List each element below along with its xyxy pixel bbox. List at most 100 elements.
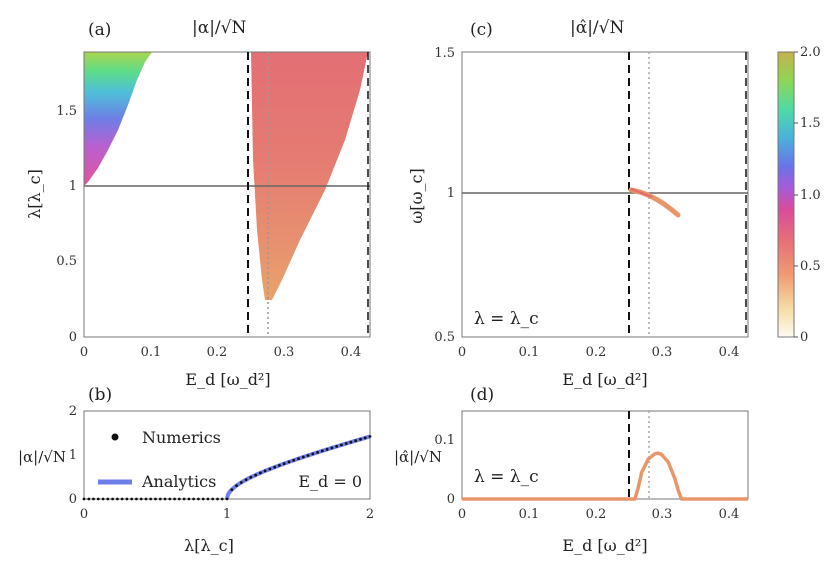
colorbar-tick: 1.5 [800,116,821,131]
y-tick: 1.5 [434,46,455,61]
y-tick: 0 [69,330,77,345]
legend-marker-numerics [111,433,119,441]
numerics-point [287,460,291,464]
panel-c-annotation: λ = λ_c [474,309,539,329]
y-tick: 0 [447,492,455,507]
panel-a-frame [83,51,371,338]
numerics-point [92,497,95,501]
numerics-point [273,465,277,469]
numerics-point [120,497,124,501]
numerics-point [278,464,281,467]
panel-b-xticks: 0 1 2 [80,507,374,522]
numerics-point [111,497,114,501]
numerics-point [254,473,257,477]
panel-a-title: |α|/√N [192,18,246,38]
numerics-point [244,478,248,482]
numerics-point [182,497,186,501]
numerics-point [354,439,358,443]
y-tick: 2 [69,404,77,419]
y-tick: 1.5 [56,104,77,119]
numerics-point [192,497,196,501]
y-tick: 1 [447,186,455,201]
panel-a-xlabel: E_d [ω_d²] [185,370,270,389]
numerics-point [149,497,153,501]
x-tick: 0.4 [341,345,362,360]
x-tick: 0.2 [207,345,228,360]
numerics-point [344,442,348,445]
numerics-point [187,497,191,501]
panel-d: (d) λ = λ_c 0 0.1 0.2 0.3 0.4 0 0.1 E_d … [394,385,749,555]
numerics-point [163,497,167,501]
x-tick: 0.2 [586,507,607,522]
panel-c-yticks: 0.5 1 1.5 [434,46,455,345]
x-tick: 0.1 [519,507,540,522]
legend-label-analytics: Analytics [141,472,216,491]
numerics-point [158,497,162,501]
response-curve [462,451,748,501]
y-tick: 0.1 [434,433,455,448]
numerics-point [363,436,367,440]
frequency-trace-core [630,188,653,198]
numerics-point [249,475,253,479]
numerics-point [230,488,234,491]
y-tick: 0.5 [56,254,77,269]
colorbar: 0 0.5 1.0 1.5 2.0 [777,45,821,345]
panel-b-yticks: 0 1 2 [69,404,77,507]
numerics-point [311,452,315,456]
x-tick: 0 [80,345,88,360]
x-tick: 0.2 [586,345,607,360]
colorbar-tick: 1.0 [800,188,821,203]
numerics-point [225,497,229,501]
numerics-point [220,497,224,501]
panel-c-frame [461,51,749,338]
x-tick: 0.1 [519,345,540,360]
numerics-point [116,497,119,501]
numerics-point [282,462,286,465]
panel-c: (c) |α̂|/√N λ = λ_c 0 0.1 0.2 0.3 0.4 0.… [407,18,749,389]
numerics-point [263,469,267,473]
numerics-point [96,497,100,501]
x-tick: 2 [366,507,374,522]
panel-label-c: (c) [470,20,493,40]
numerics-point [239,481,243,484]
panel-c-xlabel: E_d [ω_d²] [562,370,647,389]
legend-label-numerics: Numerics [142,428,221,447]
x-tick: 0 [80,507,88,522]
numerics-point [268,467,272,471]
x-tick: 0 [458,507,466,522]
panel-a-yticks: 0 0.5 1 1.5 [56,104,77,345]
numerics-point [297,457,300,460]
numerics-point [168,497,172,501]
panel-c-title: |α̂|/√N [570,18,624,38]
numerics-point [306,454,310,457]
panel-b-ylabel: |α|/√N [18,448,66,466]
numerics-point [359,437,362,441]
y-tick: 1 [69,179,77,194]
numerics-point [130,497,134,501]
numerics-point [177,497,181,501]
numerics-point [135,497,138,501]
colorbar-tick: 0 [800,330,808,345]
numerics-point [125,497,129,501]
panel-d-xlabel: E_d [ω_d²] [562,536,647,555]
numerics-point [335,445,338,448]
numerics-point [216,497,219,501]
x-tick: 0.4 [719,345,740,360]
numerics-point [259,471,262,475]
x-tick: 0.3 [652,507,673,522]
x-tick: 0.1 [141,345,162,360]
panel-b-legend: Numerics Analytics [98,428,221,491]
numerics-point [235,484,238,487]
panel-b-xlabel: λ[λ_c] [184,536,234,555]
numerics-point [316,451,319,454]
panel-label-d: (d) [470,385,494,405]
superradiant-region [84,52,152,186]
panel-c-xticks: 0 0.1 0.2 0.3 0.4 [458,345,739,360]
numerics-point [101,497,105,501]
x-tick: 0 [458,345,466,360]
numerics-point [154,497,157,501]
panel-d-yticks: 0 0.1 [434,433,455,507]
numerics-point [349,440,353,444]
numerics-point [201,497,205,501]
